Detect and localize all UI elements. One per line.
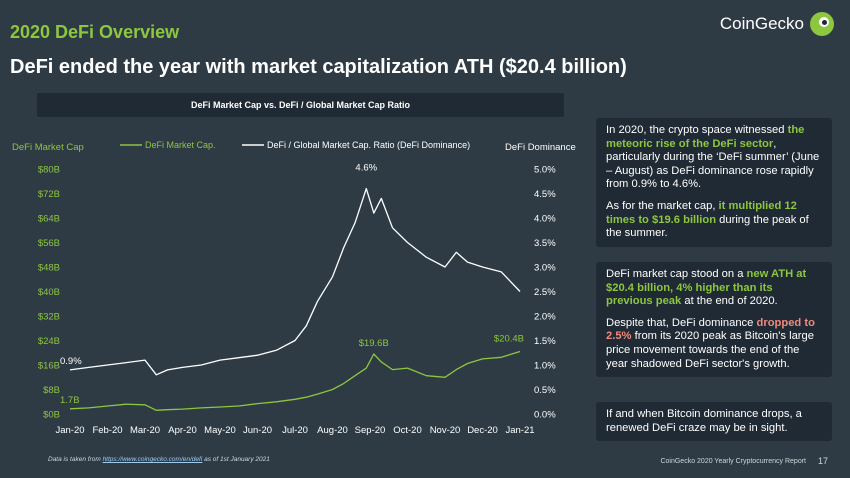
x-tick-label: Oct-20: [393, 425, 422, 436]
series-line-dominance: [69, 187, 521, 376]
y-right-tick-label: 4.0%: [534, 214, 556, 225]
series-line-market-cap: [69, 350, 521, 411]
legend-market-cap: DeFi Market Cap.: [145, 140, 216, 150]
y-left-tick-label: $16B: [38, 361, 60, 372]
x-tick-label: Jan-20: [55, 425, 84, 436]
x-tick-label: Mar-20: [130, 425, 160, 436]
x-tick-label: May-20: [204, 425, 236, 436]
x-tick-label: Apr-20: [168, 425, 197, 436]
info-paragraph: DeFi market cap stood on a new ATH at $2…: [606, 268, 822, 309]
body-text: If and when Bitcoin dominance drops, a r…: [606, 408, 802, 434]
x-tick-label: Aug-20: [317, 425, 348, 436]
y-left-tick-label: $80B: [38, 165, 60, 176]
y-right-tick-label: 1.0%: [534, 361, 556, 372]
body-text: from its 2020 peak as Bitcoin's large pr…: [606, 330, 814, 370]
page-number: 17: [817, 456, 828, 466]
y-right-tick-label: 2.5%: [534, 287, 556, 298]
x-tick-label: Jul-20: [282, 425, 308, 436]
chart-title: DeFi Market Cap vs. DeFi / Global Market…: [37, 93, 564, 117]
chart: DeFi Market Cap DeFi Dominance DeFi Market…: [12, 140, 576, 436]
y-right-tick-label: 3.0%: [534, 263, 556, 274]
y-right-tick-label: 1.5%: [534, 336, 556, 347]
y-right-tick-label: 3.5%: [534, 238, 556, 249]
body-text: DeFi market cap stood on a: [606, 268, 747, 280]
highlight-text: the meteoric rise of the DeFi sector: [606, 124, 805, 150]
data-annotation: $20.4B: [494, 334, 524, 345]
y-left-tick-label: $24B: [38, 336, 60, 347]
y-left-tick-label: $64B: [38, 214, 60, 225]
x-tick-label: Jun-20: [243, 425, 272, 436]
y-left-tick-label: $40B: [38, 287, 60, 298]
y-left-tick-label: $48B: [38, 263, 60, 274]
data-annotation: 1.7B: [60, 395, 80, 406]
y-right-tick-label: 0.0%: [534, 410, 556, 421]
info-box-outlook: If and when Bitcoin dominance drops, a r…: [596, 402, 832, 442]
info-box-summer: In 2020, the crypto space witnessed the …: [596, 118, 832, 247]
y-right-tick-label: 5.0%: [534, 165, 556, 176]
x-tick-label: Dec-20: [467, 425, 498, 436]
page-title: DeFi ended the year with market capitali…: [10, 56, 627, 78]
info-paragraph: If and when Bitcoin dominance drops, a r…: [606, 408, 822, 435]
body-text: during the peak of the summer.: [606, 213, 809, 240]
y-left-tick-label: $32B: [38, 312, 60, 323]
y-axis-left-title: DeFi Market Cap: [12, 142, 84, 153]
y-right-tick-label: 0.5%: [534, 385, 556, 396]
highlight-text: dropped to 2.5%: [606, 316, 815, 343]
y-left-tick-label: $56B: [38, 238, 60, 249]
y-axis-right-title: DeFi Dominance: [505, 142, 576, 153]
x-tick-label: Nov-20: [430, 425, 461, 436]
y-left-tick-label: $0B: [43, 410, 60, 421]
body-text: Despite that, DeFi dominance: [606, 316, 757, 329]
data-annotation: $19.6B: [359, 338, 389, 349]
body-text: As for the market cap,: [606, 199, 719, 212]
brand-name: CoinGecko: [719, 14, 804, 33]
info-paragraph: In 2020, the crypto space witnessed the …: [606, 124, 822, 192]
y-right-tick-label: 2.0%: [534, 312, 556, 323]
data-source-footnote: Data is taken from https://www.coingecko…: [48, 456, 270, 463]
highlight-text: it multiplied 12 times to $19.6 billion: [606, 199, 797, 226]
gecko-icon: [810, 12, 834, 36]
data-source-link[interactable]: https://www.coingecko.com/en/defi: [102, 456, 203, 463]
info-paragraph: Despite that, DeFi dominance dropped to …: [606, 317, 822, 371]
section-title: 2020 DeFi Overview: [10, 22, 180, 42]
y-left-tick-label: $8B: [43, 385, 60, 396]
brand: CoinGecko: [720, 12, 834, 36]
y-right-tick-label: 4.5%: [534, 189, 556, 200]
x-tick-label: Jan-21: [505, 425, 534, 436]
data-annotation: 4.6%: [355, 163, 377, 174]
x-tick-label: Sep-20: [355, 425, 386, 436]
footnote-suffix: as of 1st January 2021: [202, 456, 270, 463]
footnote-prefix: Data is taken from: [48, 456, 103, 463]
highlight-text: new ATH at $20.4 billion, 4% higher than…: [606, 268, 807, 308]
legend-dominance: DeFi / Global Market Cap. Ratio (DeFi Do…: [267, 140, 470, 150]
info-paragraph: As for the market cap, it multiplied 12 …: [606, 200, 822, 241]
info-box-ath: DeFi market cap stood on a new ATH at $2…: [596, 262, 832, 378]
y-left-tick-label: $72B: [38, 189, 60, 200]
data-annotation: 0.9%: [60, 356, 82, 367]
body-text: at the end of 2020.: [681, 295, 778, 308]
body-text: , particularly during the ‘DeFi summer’ …: [606, 137, 820, 191]
report-name: CoinGecko 2020 Yearly Cryptocurrency Rep…: [660, 458, 806, 465]
x-tick-label: Feb-20: [92, 425, 122, 436]
body-text: In 2020, the crypto space witnessed: [606, 124, 788, 136]
